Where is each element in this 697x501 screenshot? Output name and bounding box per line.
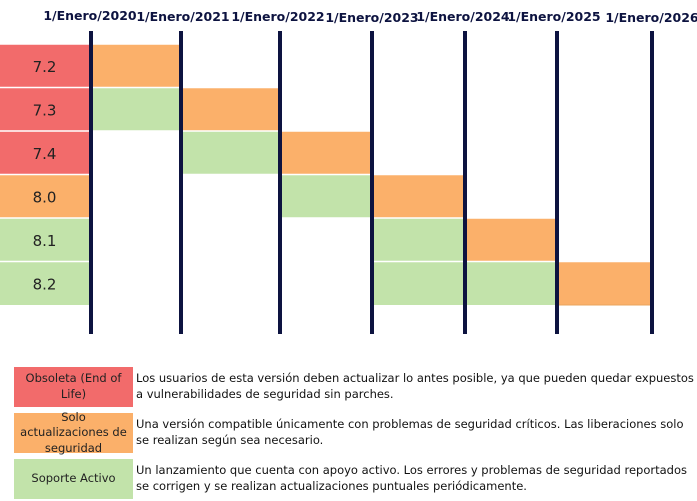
version-label: 7.2 — [33, 58, 57, 76]
legend-description-eol: Los usuarios de esta versión deben actua… — [136, 371, 694, 401]
version-label: 8.1 — [33, 232, 57, 250]
version-label-cell — [0, 261, 89, 305]
version-label-cell — [0, 87, 89, 131]
date-label: 1/Enero/2023 — [325, 10, 418, 25]
support-bar-security — [279, 130, 373, 175]
legend-swatch-security: Solo actualizaciones de seguridad — [14, 410, 133, 455]
support-bar-security — [464, 217, 558, 262]
legend-swatch-active: Soporte Activo — [14, 459, 133, 499]
support-bar-security — [90, 43, 182, 88]
date-label: 1/Enero/2022 — [231, 9, 324, 24]
legend-description-security: Una versión compatible únicamente con pr… — [136, 417, 684, 447]
version-label: 7.4 — [33, 145, 57, 163]
date-label: 1/Enero/2025 — [507, 9, 600, 24]
date-label: 1/Enero/2021 — [136, 9, 229, 24]
support-bar-security — [180, 87, 281, 132]
date-label: 1/Enero/2020 — [43, 8, 137, 23]
version-label-cell — [0, 218, 89, 262]
version-label: 8.0 — [33, 188, 57, 206]
version-label-cell — [0, 44, 89, 88]
version-label-cell — [0, 174, 89, 218]
legend-row-eol: Obsoleta (End of Life) Los usuarios de e… — [14, 367, 696, 407]
support-bar-security — [371, 174, 466, 219]
support-bar-security — [556, 261, 653, 306]
legend-row-active: Soporte Activo Un lanzamiento que cuenta… — [14, 459, 696, 499]
support-bar-active — [372, 218, 465, 262]
version-label: 8.2 — [33, 275, 57, 293]
support-bar-active — [280, 174, 372, 218]
support-bar-active — [91, 87, 181, 131]
legend-row-security: Solo actualizaciones de seguridad Una ve… — [14, 410, 696, 455]
date-label: 1/Enero/2026 — [605, 10, 697, 25]
support-bar-active — [181, 131, 280, 175]
version-label: 7.3 — [33, 101, 57, 119]
version-label-cell — [0, 131, 89, 175]
support-timeline-chart: 1/Enero/2020 1/Enero/2021 1/Enero/2022 1/En… — [0, 8, 697, 334]
legend-swatch-eol: Obsoleta (End of Life) — [14, 367, 133, 407]
legend-description-active: Un lanzamiento que cuenta con apoyo acti… — [136, 463, 687, 493]
date-label: 1/Enero/2024 — [416, 9, 510, 24]
